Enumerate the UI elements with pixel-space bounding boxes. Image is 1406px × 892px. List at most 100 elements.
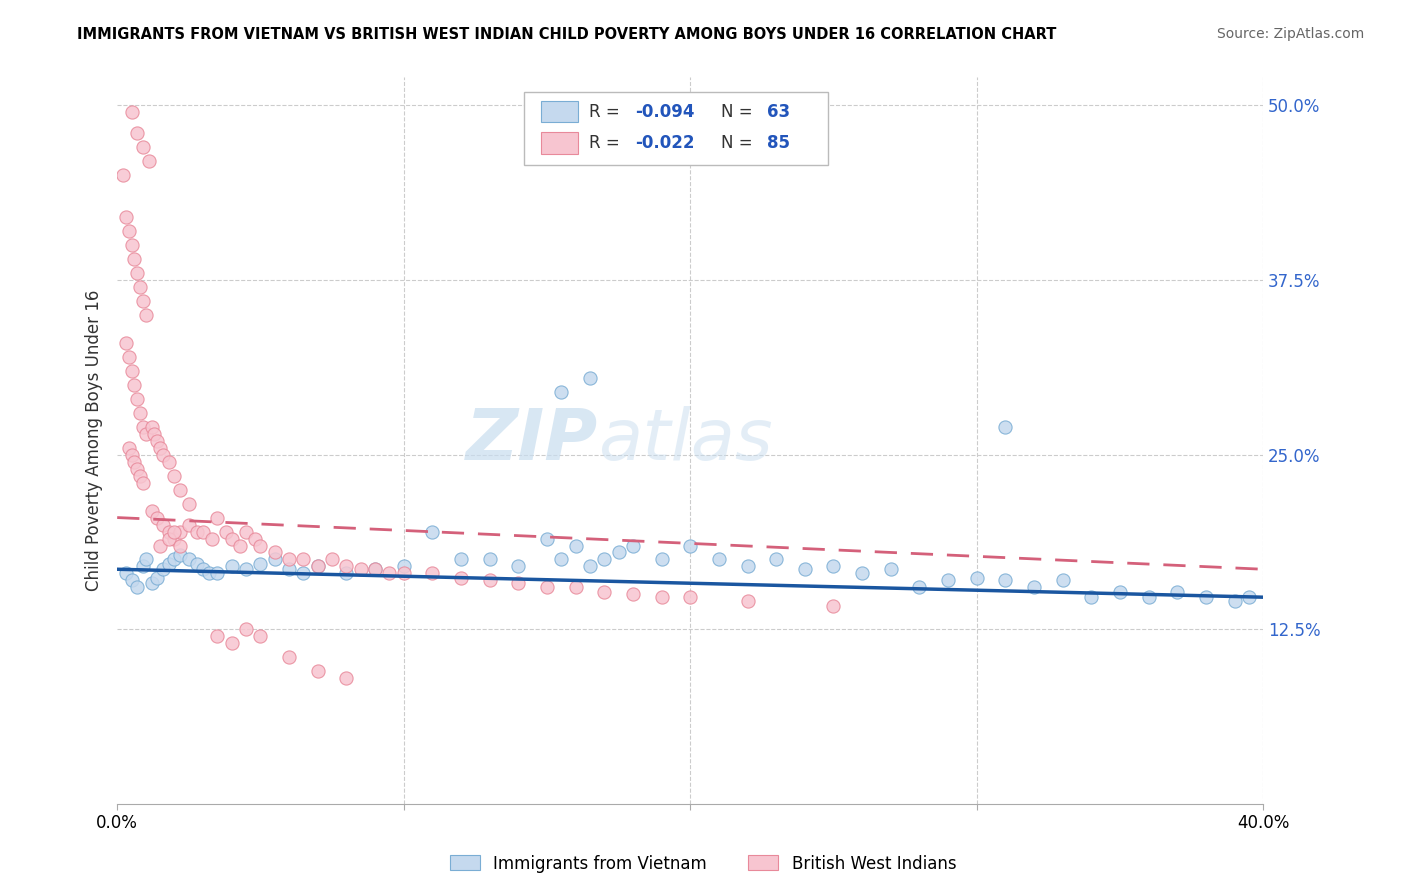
FancyBboxPatch shape [524, 92, 828, 165]
Point [550, 384, 572, 399]
Point [335, 671, 357, 685]
Point [263, 552, 285, 566]
Point [508, 559, 530, 574]
Point [129, 406, 152, 420]
Point [141, 419, 163, 434]
Point [129, 280, 152, 294]
Point [278, 562, 301, 576]
Point [422, 566, 444, 581]
Point [593, 552, 616, 566]
Point [135, 308, 157, 322]
Point [249, 557, 271, 571]
Point [135, 552, 157, 566]
Text: -0.022: -0.022 [636, 134, 695, 152]
Point [321, 552, 343, 566]
Point [579, 559, 602, 574]
Point [118, 441, 141, 455]
Point [235, 524, 257, 539]
Point [679, 591, 702, 605]
Point [121, 105, 143, 120]
Point [124, 252, 146, 266]
Point [129, 468, 152, 483]
Point [135, 426, 157, 441]
Point [163, 552, 186, 566]
Point [1137, 591, 1160, 605]
Point [1022, 581, 1045, 595]
Text: 63: 63 [768, 103, 790, 120]
Text: R =: R = [589, 134, 626, 152]
Point [163, 468, 186, 483]
Point [278, 650, 301, 665]
Point [307, 559, 329, 574]
Point [737, 594, 759, 608]
Point [152, 448, 174, 462]
Point [127, 266, 149, 280]
Point [378, 566, 401, 581]
Point [186, 557, 208, 571]
Point [118, 224, 141, 238]
Point [292, 552, 315, 566]
Point [118, 350, 141, 364]
Point [121, 448, 143, 462]
Point [177, 552, 200, 566]
Point [198, 566, 221, 581]
Point [121, 364, 143, 378]
Text: atlas: atlas [599, 406, 773, 475]
Point [249, 629, 271, 643]
Point [350, 562, 373, 576]
Point [191, 524, 214, 539]
Point [364, 562, 387, 576]
Point [823, 559, 845, 574]
Point [132, 475, 155, 490]
Point [307, 665, 329, 679]
Point [221, 559, 243, 574]
Point [207, 629, 229, 643]
Point [1109, 584, 1132, 599]
Point [707, 552, 730, 566]
Point [215, 524, 238, 539]
Point [235, 562, 257, 576]
Point [292, 566, 315, 581]
Point [263, 545, 285, 559]
Point [851, 566, 873, 581]
Point [207, 510, 229, 524]
Point [132, 293, 155, 308]
Point [157, 557, 180, 571]
Text: N =: N = [721, 103, 758, 120]
Point [1195, 591, 1218, 605]
Point [593, 584, 616, 599]
Point [157, 455, 180, 469]
Point [235, 623, 257, 637]
Point [221, 532, 243, 546]
Point [536, 532, 558, 546]
Point [146, 571, 169, 585]
Point [121, 574, 143, 588]
Point [908, 581, 931, 595]
Point [243, 532, 266, 546]
Point [621, 587, 644, 601]
Point [307, 559, 329, 574]
Point [966, 571, 988, 585]
Point [146, 434, 169, 448]
Point [550, 552, 572, 566]
Point [793, 562, 815, 576]
Point [1166, 584, 1188, 599]
Text: IMMIGRANTS FROM VIETNAM VS BRITISH WEST INDIAN CHILD POVERTY AMONG BOYS UNDER 16: IMMIGRANTS FROM VIETNAM VS BRITISH WEST … [77, 27, 1057, 42]
Point [149, 441, 172, 455]
Point [111, 168, 134, 182]
Point [169, 549, 191, 563]
Point [651, 591, 673, 605]
Point [450, 552, 472, 566]
Point [152, 562, 174, 576]
Point [169, 539, 191, 553]
Point [157, 524, 180, 539]
Point [132, 140, 155, 154]
Y-axis label: Child Poverty Among Boys Under 16: Child Poverty Among Boys Under 16 [86, 290, 103, 591]
Point [191, 562, 214, 576]
Point [880, 562, 903, 576]
Point [1223, 594, 1246, 608]
Point [127, 581, 149, 595]
Point [132, 559, 155, 574]
Point [651, 552, 673, 566]
Point [335, 559, 357, 574]
